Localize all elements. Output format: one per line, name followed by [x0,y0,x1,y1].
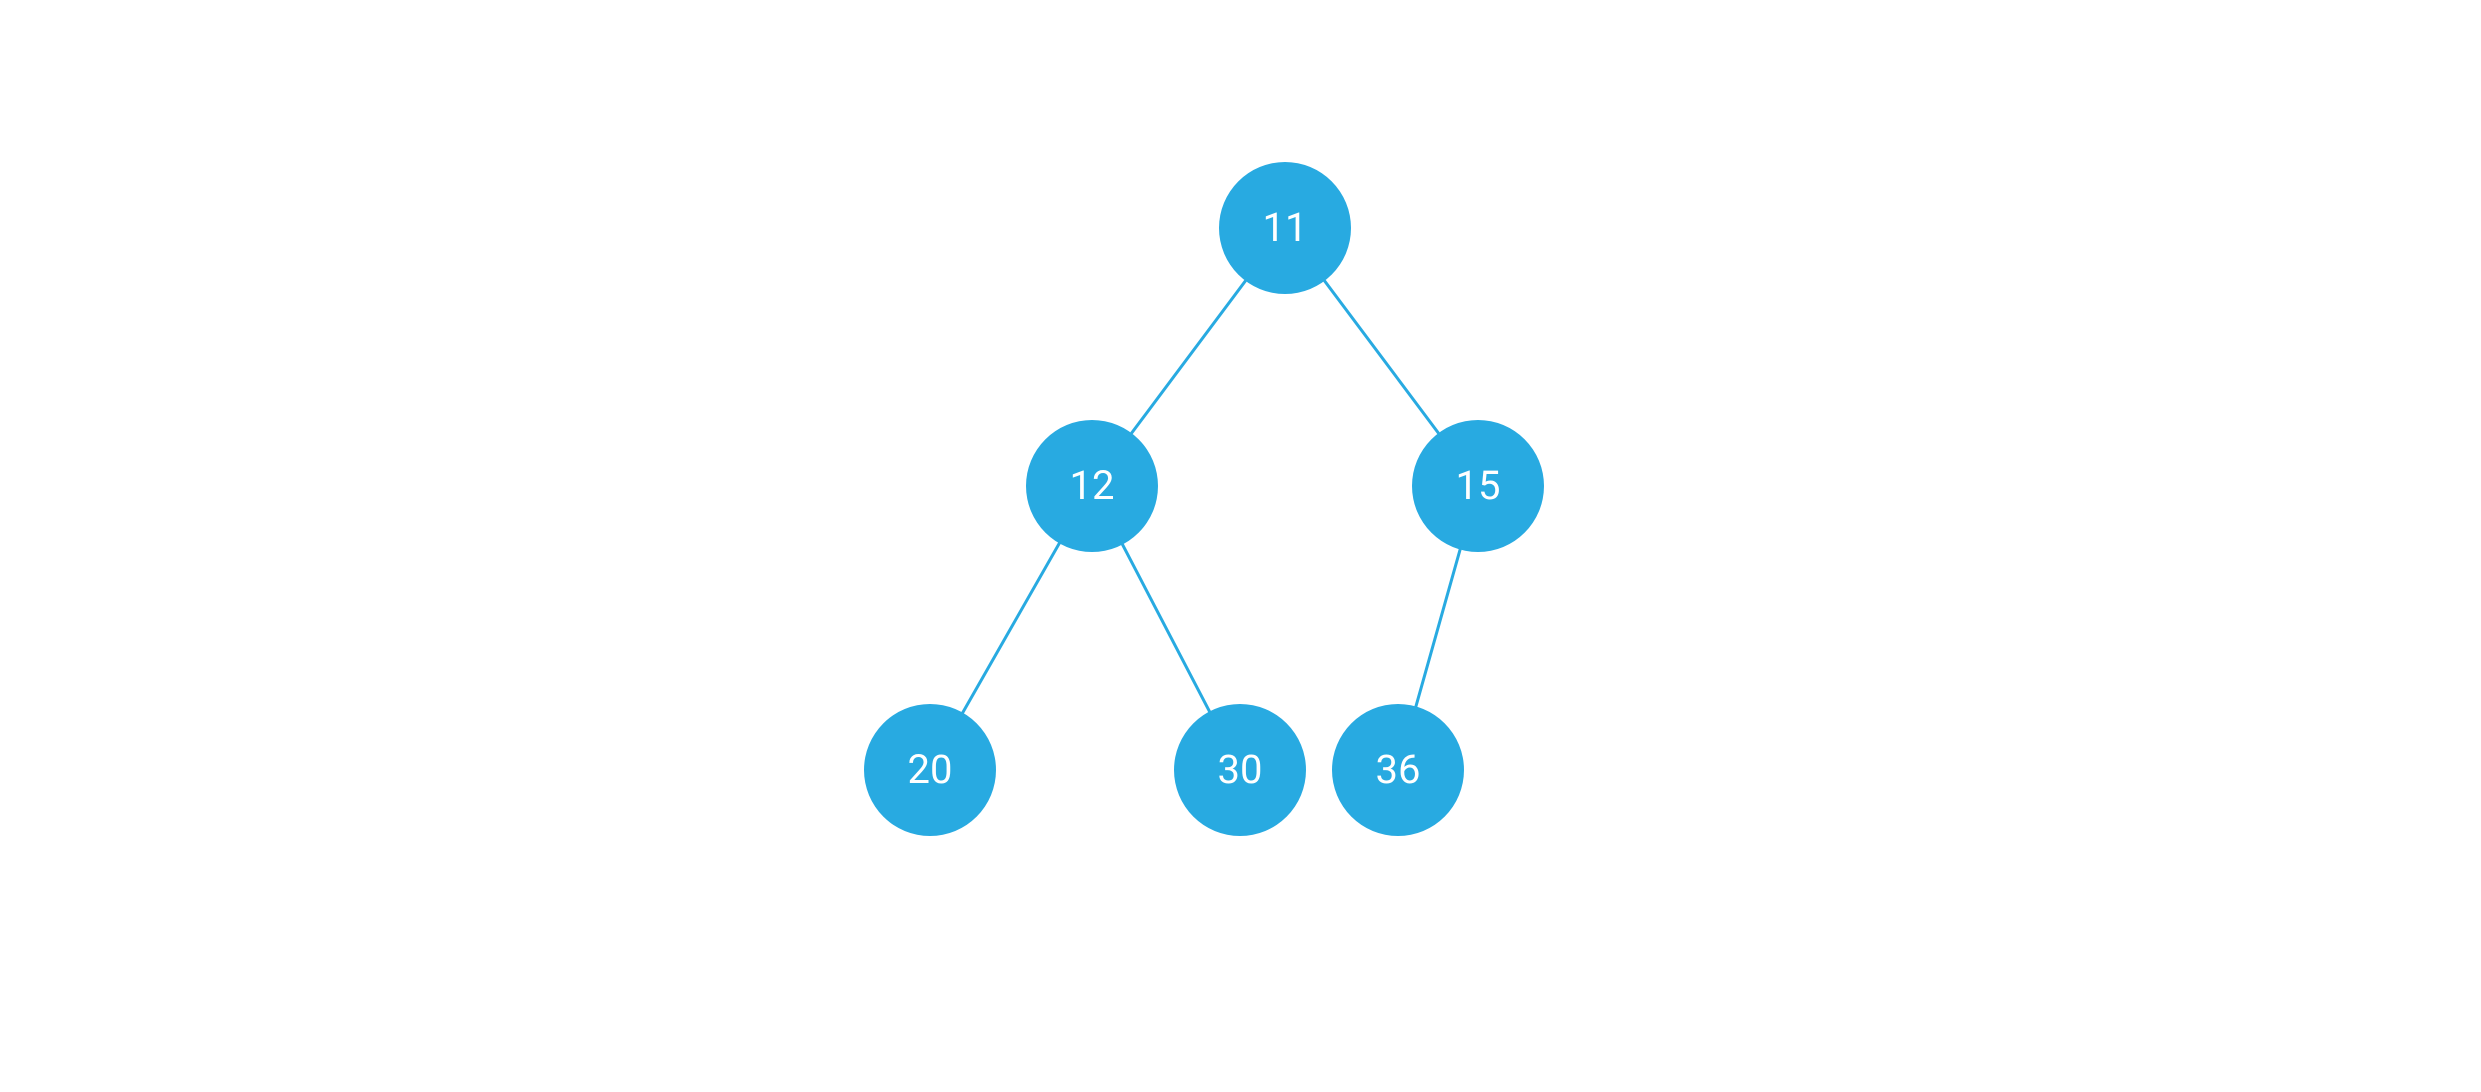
node-n30: 30 [1174,704,1306,836]
node-n20: 20 [864,704,996,836]
tree-diagram: 11 12 15 20 30 36 [0,0,2481,1092]
node-label-root: 11 [1263,208,1308,248]
node-label-n12: 12 [1070,466,1115,506]
node-label-n36: 36 [1376,750,1421,790]
node-label-n15: 15 [1456,466,1501,506]
node-n15: 15 [1412,420,1544,552]
node-label-n30: 30 [1218,750,1263,790]
edges-layer [0,0,2481,1092]
node-n12: 12 [1026,420,1158,552]
node-n36: 36 [1332,704,1464,836]
node-root: 11 [1219,162,1351,294]
node-label-n20: 20 [908,750,953,790]
